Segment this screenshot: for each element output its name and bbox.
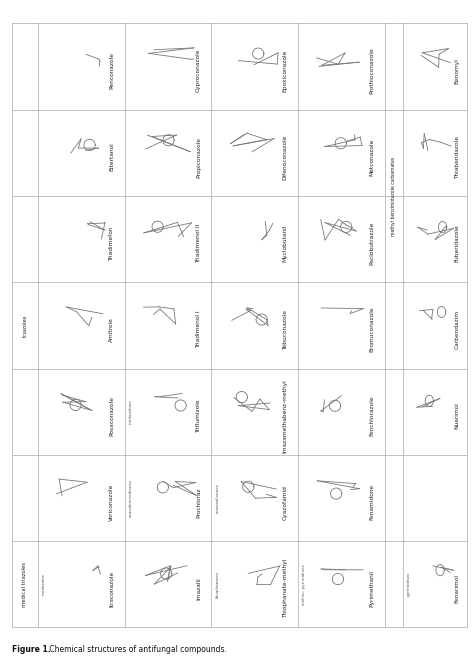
Text: Figure 1.: Figure 1. bbox=[12, 645, 50, 654]
Text: Difenoconazole: Difenoconazole bbox=[283, 134, 288, 180]
Text: isoxazolinones: isoxazolinones bbox=[216, 483, 219, 513]
Text: triazoles: triazoles bbox=[22, 314, 27, 337]
Text: anilino- pyrimidines: anilino- pyrimidines bbox=[302, 564, 306, 605]
Text: imidazolone: imidazolone bbox=[129, 399, 133, 424]
Text: medical triazoles: medical triazoles bbox=[22, 562, 27, 607]
Text: Tebuconazole: Tebuconazole bbox=[283, 309, 288, 350]
Text: Fenamidone: Fenamidone bbox=[369, 484, 374, 521]
Text: Amitrole: Amitrole bbox=[109, 317, 114, 342]
Text: Penconazole: Penconazole bbox=[109, 52, 114, 89]
Text: Myclobutanil: Myclobutanil bbox=[283, 224, 288, 262]
Text: Imazalil: Imazalil bbox=[196, 577, 201, 600]
Text: Bromuconazole: Bromuconazole bbox=[369, 307, 374, 353]
Text: Posaconazole: Posaconazole bbox=[109, 396, 114, 436]
Text: pyrimidines: pyrimidines bbox=[407, 572, 411, 596]
Text: Paclobutrazole: Paclobutrazole bbox=[369, 222, 374, 265]
Text: oxazoliminediones: oxazoliminediones bbox=[129, 479, 133, 517]
Text: Benomyl: Benomyl bbox=[455, 58, 460, 84]
Text: Chemical structures of antifungal compounds.: Chemical structures of antifungal compou… bbox=[47, 645, 227, 654]
Text: thiophanates: thiophanates bbox=[216, 571, 219, 598]
Text: Voriconazole: Voriconazole bbox=[109, 483, 114, 521]
Text: Cyazofamid: Cyazofamid bbox=[283, 485, 288, 520]
Text: Pyrimethanil: Pyrimethanil bbox=[369, 570, 374, 607]
Text: imidazoles: imidazoles bbox=[42, 574, 46, 595]
Text: Fenchlorazole: Fenchlorazole bbox=[369, 396, 374, 436]
Text: Triflumizole: Triflumizole bbox=[196, 399, 201, 433]
Text: Fenarimol: Fenarimol bbox=[455, 574, 460, 603]
Text: Cyproconazole: Cyproconazole bbox=[196, 49, 201, 92]
Text: Nuarimol: Nuarimol bbox=[455, 402, 460, 430]
Text: Itraconazole: Itraconazole bbox=[109, 570, 114, 607]
Text: methyl benzimidazole carbamates: methyl benzimidazole carbamates bbox=[392, 156, 396, 236]
Text: Prothioconazole: Prothioconazole bbox=[369, 47, 374, 94]
Text: Propiconazole: Propiconazole bbox=[196, 137, 201, 177]
Text: Triadimefon: Triadimefon bbox=[109, 226, 114, 260]
Text: Epoxiconazole: Epoxiconazole bbox=[283, 50, 288, 92]
Text: Thiophanate-methyl: Thiophanate-methyl bbox=[283, 559, 288, 618]
Text: Prochloraz: Prochloraz bbox=[196, 487, 201, 518]
Text: Fuberidazole: Fuberidazole bbox=[455, 224, 460, 262]
Text: Triadimenol II: Triadimenol II bbox=[196, 224, 201, 263]
Text: Carbendazim: Carbendazim bbox=[455, 310, 460, 349]
Text: Thiabendazole: Thiabendazole bbox=[455, 135, 460, 179]
Text: Metconazole: Metconazole bbox=[369, 138, 374, 176]
Text: Triadimenol I: Triadimenol I bbox=[196, 311, 201, 349]
Text: Imazamethabenz-methyl: Imazamethabenz-methyl bbox=[283, 379, 288, 453]
Text: Bitertanol: Bitertanol bbox=[109, 143, 114, 171]
